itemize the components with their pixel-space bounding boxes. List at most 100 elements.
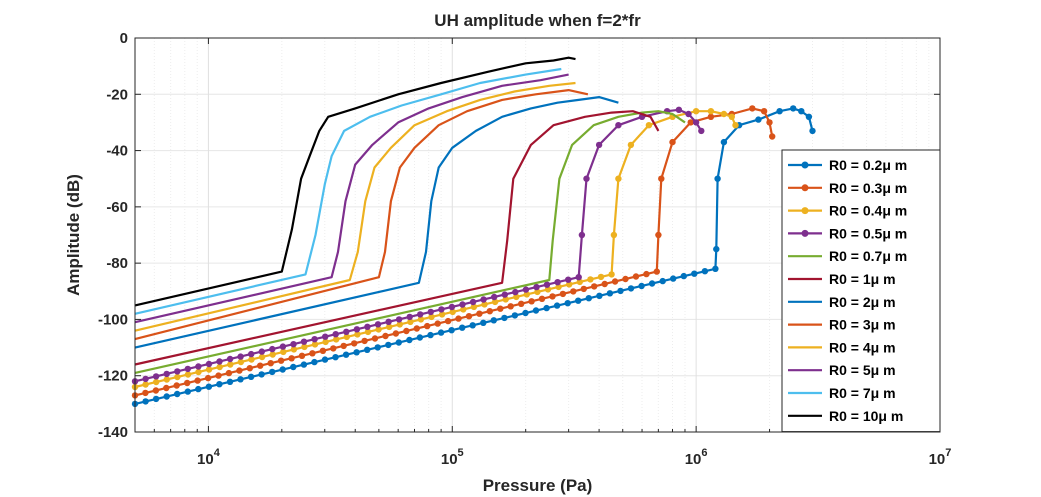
series-marker xyxy=(798,108,805,115)
series-R0 = 0.2μ m xyxy=(131,105,816,408)
x-tick-exponent: 7 xyxy=(945,447,951,459)
series-marker xyxy=(225,369,233,377)
series-marker xyxy=(645,122,653,129)
series-marker xyxy=(392,330,400,337)
series-marker xyxy=(608,271,615,278)
y-axis-label: Amplitude (dB) xyxy=(64,174,83,296)
series-marker xyxy=(427,308,434,316)
series-marker xyxy=(174,368,181,375)
series-marker xyxy=(669,138,676,146)
series-marker xyxy=(279,366,286,373)
series-marker xyxy=(343,333,350,341)
series-marker xyxy=(246,365,253,372)
legend-entry: R0 = 0.7μ m xyxy=(829,248,907,264)
series-marker xyxy=(290,346,298,353)
series-marker xyxy=(712,265,719,272)
series-marker xyxy=(258,348,265,355)
legend-entry: R0 = 0.5μ m xyxy=(829,225,907,241)
series-marker xyxy=(332,354,339,361)
series-marker xyxy=(755,116,762,123)
series-marker xyxy=(583,175,590,182)
series-marker xyxy=(333,336,340,343)
series-marker xyxy=(298,352,306,359)
series-marker xyxy=(319,347,327,354)
series-marker xyxy=(606,290,614,297)
series-marker xyxy=(406,336,413,344)
series-marker xyxy=(622,275,629,283)
series-marker xyxy=(237,358,245,366)
legend-entry: R0 = 10μ m xyxy=(829,408,903,424)
series-marker xyxy=(174,373,181,381)
series-marker xyxy=(205,360,213,368)
series-marker xyxy=(675,106,683,114)
series-marker xyxy=(300,361,308,368)
series-marker xyxy=(413,325,420,332)
series-marker xyxy=(522,309,529,317)
series-marker xyxy=(173,382,180,389)
series-marker xyxy=(396,321,403,328)
series-marker xyxy=(269,351,276,358)
series-marker xyxy=(163,376,170,383)
series-marker xyxy=(322,338,329,346)
series-marker xyxy=(580,285,587,293)
series-marker xyxy=(290,341,297,348)
series-R0 = 4μ m xyxy=(134,81,576,332)
series-marker xyxy=(152,387,160,394)
series-marker xyxy=(655,231,662,239)
series-marker xyxy=(543,304,550,312)
series-marker xyxy=(595,141,603,149)
series-R0 = 2μ m xyxy=(134,96,619,349)
series-marker xyxy=(790,105,797,112)
series-marker xyxy=(382,332,389,340)
series-marker xyxy=(455,315,462,322)
series-marker xyxy=(311,341,319,348)
series-marker xyxy=(459,324,466,331)
series-marker xyxy=(371,335,379,342)
series-marker xyxy=(596,292,603,299)
series-marker xyxy=(247,373,255,380)
series-marker xyxy=(257,362,264,369)
series-marker xyxy=(491,293,498,301)
series-marker xyxy=(353,326,361,333)
series-marker xyxy=(687,119,694,126)
series-marker xyxy=(507,303,514,310)
series-marker xyxy=(184,365,191,373)
series-marker xyxy=(701,268,709,275)
series-line xyxy=(134,110,660,366)
series-marker xyxy=(226,378,234,385)
series-marker xyxy=(216,358,223,365)
series-marker xyxy=(163,384,170,392)
series-marker xyxy=(769,133,776,140)
series-marker xyxy=(434,320,441,327)
series-marker xyxy=(174,390,181,398)
series-marker xyxy=(163,393,170,400)
series-marker xyxy=(565,276,572,283)
series-marker xyxy=(258,371,265,378)
series-marker xyxy=(469,322,476,329)
y-tick-label: -140 xyxy=(98,424,128,441)
series-marker xyxy=(438,306,445,313)
series-marker xyxy=(374,321,382,328)
series-marker xyxy=(407,318,414,326)
series-marker xyxy=(448,327,455,334)
series-marker xyxy=(309,350,316,357)
series-marker xyxy=(342,351,350,358)
series-marker xyxy=(142,381,149,388)
series-marker xyxy=(195,368,202,376)
series-marker xyxy=(680,272,687,280)
series-marker xyxy=(659,277,666,285)
series-marker xyxy=(601,280,608,288)
series-marker xyxy=(216,381,223,388)
series-R0 = 0.4μ m xyxy=(131,108,739,391)
series-R0 = 0.7μ m xyxy=(134,110,686,374)
series-marker xyxy=(476,310,483,317)
series-R0 = 7μ m xyxy=(134,67,562,315)
series-line xyxy=(134,81,576,332)
series-marker xyxy=(610,231,618,239)
series-marker xyxy=(354,331,361,338)
series-marker xyxy=(152,395,160,403)
series-marker xyxy=(653,268,660,275)
series-marker xyxy=(237,353,244,360)
series-marker xyxy=(501,314,508,322)
series-marker xyxy=(375,326,382,333)
